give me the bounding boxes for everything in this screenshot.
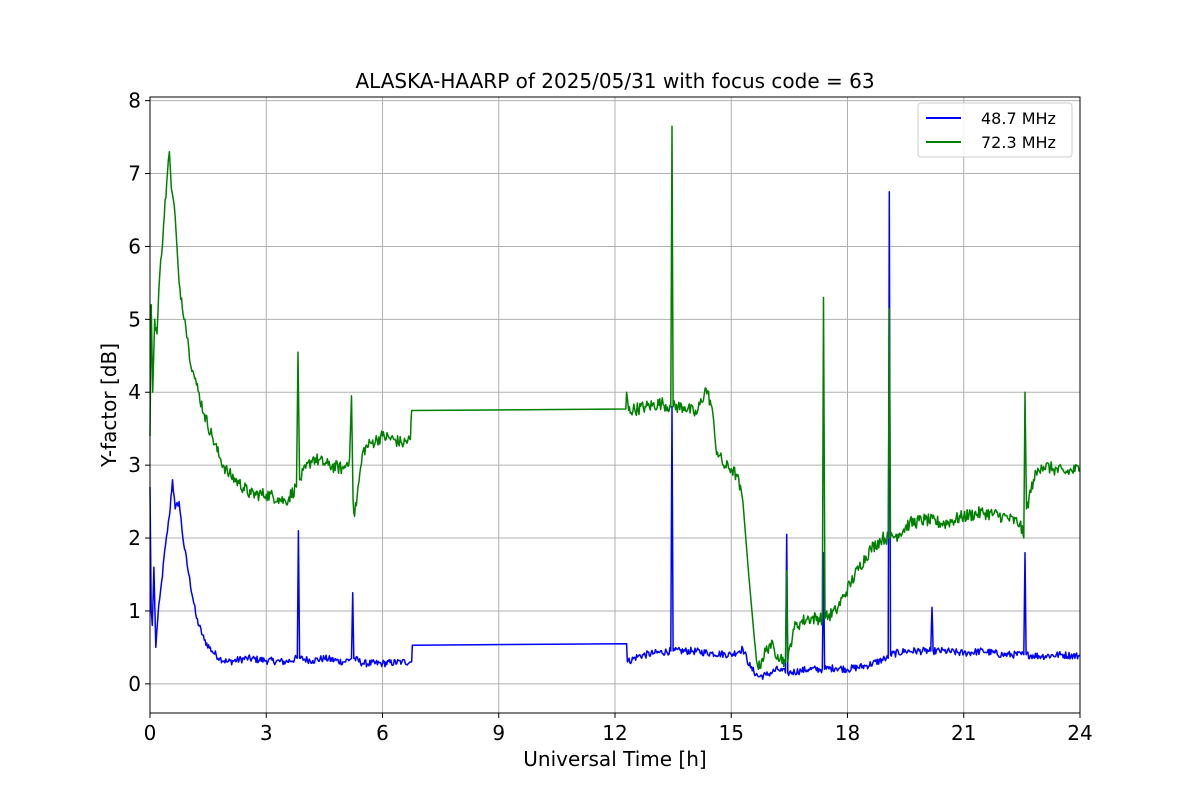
x-tick-label: 6 [376, 721, 389, 745]
x-tick-label: 0 [144, 721, 157, 745]
legend-label-1: 72.3 MHz [981, 133, 1056, 152]
plot-area [149, 125, 1081, 680]
y-axis-label: Y-factor [dB] [97, 343, 121, 468]
x-tick-label: 21 [951, 721, 976, 745]
y-tick-label: 5 [128, 307, 141, 331]
x-tick-label: 15 [719, 721, 744, 745]
y-tick-label: 3 [128, 453, 141, 477]
y-tick-label: 7 [128, 162, 141, 186]
chart-title: ALASKA-HAARP of 2025/05/31 with focus co… [355, 69, 874, 93]
y-tick-label: 4 [128, 380, 141, 404]
y-tick-label: 0 [128, 672, 141, 696]
x-tick-label: 9 [492, 721, 505, 745]
x-tick-label: 24 [1067, 721, 1092, 745]
x-tick-label: 12 [602, 721, 627, 745]
series-line-0 [149, 191, 1081, 680]
legend: 48.7 MHz 72.3 MHz [917, 102, 1073, 158]
y-tick-label: 1 [128, 599, 141, 623]
grid [150, 97, 1080, 713]
y-tick-label: 6 [128, 234, 141, 258]
x-tick-label: 3 [260, 721, 273, 745]
legend-label-0: 48.7 MHz [981, 109, 1056, 128]
x-tick-label: 18 [835, 721, 860, 745]
y-tick-label: 8 [128, 89, 141, 113]
legend-box [917, 102, 1073, 158]
y-tick-label: 2 [128, 526, 141, 550]
x-axis-label: Universal Time [h] [523, 747, 706, 771]
series-line-1 [149, 125, 1081, 671]
